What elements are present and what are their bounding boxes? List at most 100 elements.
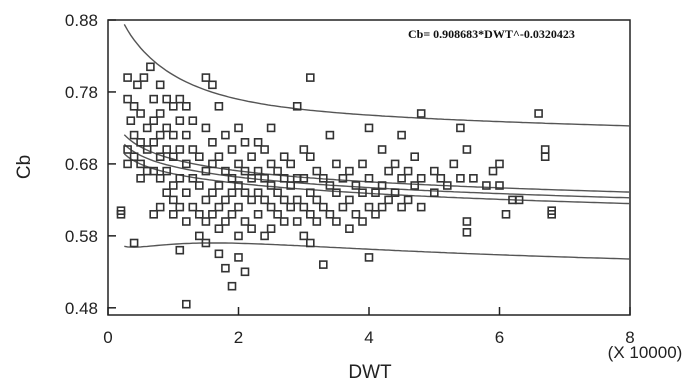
data-point	[169, 181, 178, 190]
data-point	[377, 202, 387, 212]
data-point	[286, 181, 296, 190]
data-point	[182, 102, 191, 111]
data-point	[234, 123, 243, 133]
data-point	[397, 202, 406, 212]
data-point	[397, 174, 406, 183]
x-axis-ticks: 0 2 4 6 8	[103, 307, 635, 347]
data-point	[175, 116, 185, 125]
data-point	[410, 181, 420, 190]
data-point	[155, 152, 165, 161]
data-point	[188, 174, 198, 183]
data-point	[195, 181, 204, 190]
data-point	[126, 116, 136, 125]
data-point	[345, 166, 354, 176]
data-point	[247, 152, 256, 161]
data-point	[279, 152, 289, 161]
data-points	[116, 62, 557, 309]
y-tick-label: 0.58	[65, 227, 98, 246]
data-point	[149, 138, 158, 147]
x-axis-title: DWT	[348, 362, 392, 383]
x-axis-multiplier: (X 10000)	[608, 343, 683, 362]
data-point	[240, 217, 250, 226]
data-point	[279, 195, 289, 205]
data-point	[318, 174, 328, 183]
y-axis-ticks: 0.48 0.58 0.68 0.78 0.88	[65, 11, 116, 318]
data-point	[436, 174, 446, 183]
data-point	[390, 188, 400, 197]
data-point	[253, 138, 263, 147]
data-point	[175, 94, 185, 104]
data-point	[129, 152, 139, 161]
data-point	[266, 123, 276, 133]
data-point	[416, 202, 426, 212]
data-point	[221, 263, 230, 273]
data-point	[312, 195, 322, 205]
data-point	[142, 123, 152, 133]
data-point	[325, 130, 335, 140]
data-point	[208, 80, 217, 90]
data-point	[540, 152, 550, 161]
data-point	[260, 195, 269, 205]
data-point	[456, 123, 465, 133]
data-point	[162, 145, 171, 154]
data-point	[377, 145, 387, 154]
data-point	[534, 109, 543, 118]
data-point	[240, 138, 250, 147]
data-point	[234, 253, 243, 262]
data-point	[123, 145, 132, 154]
data-point	[351, 210, 361, 219]
data-point	[253, 166, 263, 176]
data-point	[371, 188, 380, 197]
data-point	[149, 116, 158, 125]
data-point	[345, 224, 354, 233]
data-point	[169, 195, 178, 205]
data-point	[384, 195, 393, 205]
data-point	[227, 210, 237, 219]
data-point	[299, 145, 309, 154]
data-point	[488, 166, 498, 176]
data-point	[201, 217, 211, 226]
data-point	[364, 202, 374, 212]
data-point	[292, 195, 302, 205]
data-point	[155, 130, 165, 140]
data-point	[136, 138, 145, 147]
data-point	[299, 231, 309, 241]
data-point	[266, 159, 276, 169]
data-point	[175, 145, 185, 154]
data-point	[416, 174, 426, 183]
data-point	[540, 145, 550, 154]
data-point	[201, 195, 211, 205]
data-point	[169, 210, 178, 219]
data-point	[325, 210, 335, 219]
y-axis-title: Cb	[14, 155, 35, 179]
data-point	[149, 210, 158, 219]
fit-line-confidence	[123, 153, 631, 205]
data-point	[253, 188, 263, 197]
fit-line-lower-prediction	[124, 242, 631, 260]
data-point	[169, 130, 178, 140]
data-point	[318, 260, 328, 269]
y-tick-label: 0.78	[65, 83, 98, 102]
fit-line-confidence	[123, 134, 631, 193]
data-point	[214, 202, 224, 212]
data-point	[214, 152, 224, 161]
data-point	[234, 231, 243, 241]
data-point	[136, 159, 145, 169]
data-point	[514, 195, 524, 205]
data-point	[234, 181, 243, 190]
data-point	[384, 166, 393, 176]
data-point	[129, 102, 139, 111]
data-point	[155, 174, 165, 183]
data-point	[227, 281, 237, 291]
data-point	[273, 188, 282, 197]
data-point	[286, 202, 296, 212]
data-point	[410, 152, 420, 161]
data-point	[482, 181, 491, 190]
data-point	[133, 80, 142, 90]
x-tick-label: 0	[103, 328, 112, 347]
fit-lines	[123, 24, 631, 260]
data-point	[182, 130, 191, 140]
data-point	[273, 210, 282, 219]
data-point	[169, 102, 178, 111]
data-point	[462, 217, 472, 226]
